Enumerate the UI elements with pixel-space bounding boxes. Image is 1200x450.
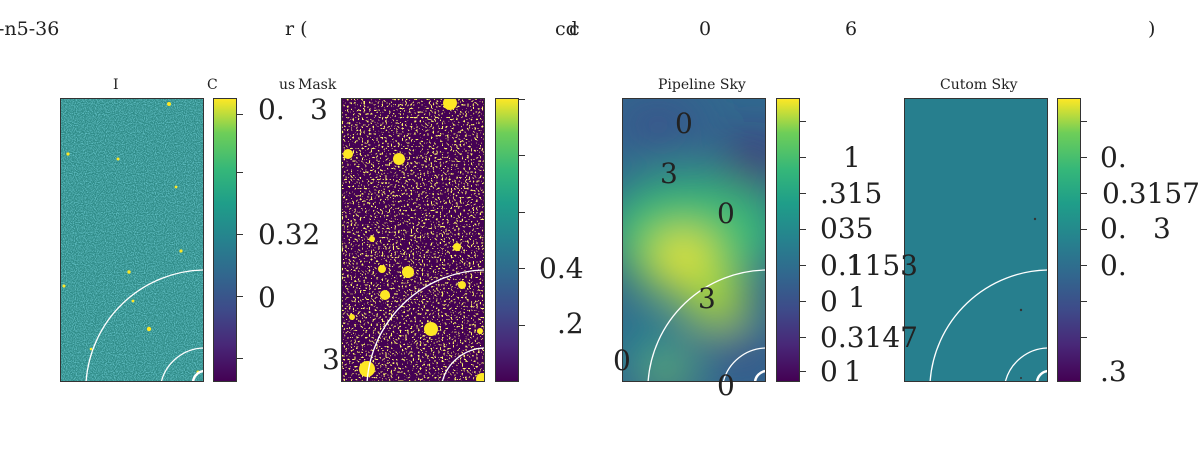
colorbar-label: 0 <box>820 285 838 318</box>
colorbar-label: .3 <box>1100 355 1127 388</box>
panel-1-title: I <box>113 77 119 93</box>
overlay-label: 0 <box>613 344 631 377</box>
figure-title-fragment: c <box>569 18 580 40</box>
mask-panel <box>341 98 485 382</box>
colorbar-label: 3 <box>322 343 340 376</box>
colorbar-label: 0. <box>1100 141 1127 174</box>
colorbar-2 <box>495 98 525 382</box>
colorbar-label: 0. <box>1100 249 1127 282</box>
colorbar-label: .2 <box>557 307 584 340</box>
colorbar-label: 0.3157 <box>1102 177 1200 210</box>
colorbar-label: 1 <box>844 355 862 388</box>
figure-title-fragment: ) <box>1148 18 1156 40</box>
colorbar-1 <box>213 98 243 382</box>
panel-3-title: Pipeline Sky <box>658 77 746 93</box>
image-panel <box>60 98 204 382</box>
colorbar-label: 3 <box>1153 212 1171 245</box>
figure-title-fragment: -n5-36 <box>0 18 60 40</box>
figure-title-fragment: 0 <box>699 18 712 40</box>
panel-2-title: Mask <box>298 77 337 93</box>
overlay-label: 3 <box>660 157 678 190</box>
colorbar-label: 0 <box>820 355 838 388</box>
colorbar-label: 0.1153 <box>820 249 918 282</box>
colorbar-label: 0. <box>258 93 285 126</box>
pipeline-sky-panel <box>622 98 766 382</box>
panel-1-title: C <box>207 77 218 93</box>
colorbar-label: 1 <box>843 141 861 174</box>
colorbar-label: .315 <box>820 177 883 210</box>
colorbar-label: 0 <box>258 281 276 314</box>
colorbar-label: 035 <box>820 212 874 245</box>
overlay-label: 0 <box>717 197 735 230</box>
overlay-label: 3 <box>698 282 716 315</box>
overlay-label: 0 <box>675 107 693 140</box>
colorbar-label: 0.32 <box>258 218 321 251</box>
colorbar-label: 0. <box>1100 212 1127 245</box>
colorbar-3 <box>776 98 806 382</box>
colorbar-label: 3 <box>310 93 328 126</box>
colorbar-label: 0.3147 <box>820 321 918 354</box>
colorbar-label: 1 <box>848 281 866 314</box>
colorbar-4 <box>1057 98 1087 382</box>
figure-title-fragment: cd <box>555 18 578 40</box>
colorbar-label: 0.4 <box>539 252 584 285</box>
custom-sky-panel <box>904 98 1048 382</box>
figure-title-fragment: 6 <box>845 18 858 40</box>
overlay-label: 0 <box>717 369 735 402</box>
panel-1-title: us <box>279 77 296 93</box>
figure-title-fragment: r ( <box>285 18 308 40</box>
colorbar-label: 1 <box>846 249 864 282</box>
panel-4-title: Cutom Sky <box>940 77 1018 93</box>
